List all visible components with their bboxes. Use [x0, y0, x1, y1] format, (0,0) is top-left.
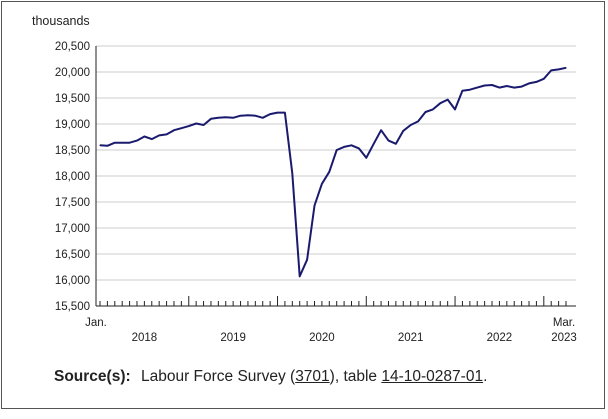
- x-start-label: Jan.: [85, 317, 107, 329]
- data-point: [461, 90, 464, 92]
- data-point: [291, 172, 293, 174]
- y-tick-label: 17,500: [55, 197, 90, 209]
- series-line: [99, 66, 567, 278]
- data-point: [417, 120, 419, 122]
- data-point: [424, 111, 427, 113]
- y-tick-label: 19,500: [55, 93, 90, 105]
- data-point: [373, 143, 375, 145]
- x-year-label: 2019: [220, 332, 246, 344]
- source-text-3: .: [483, 368, 488, 385]
- data-point: [165, 133, 168, 135]
- y-tick-label: 19,000: [55, 119, 90, 131]
- x-year-label: 2022: [487, 332, 513, 344]
- employment-line-chart: thousands 20,500 20,000 19,500 19,000 18,500…: [32, 14, 577, 344]
- data-point: [484, 84, 486, 87]
- data-point: [195, 122, 197, 125]
- data-point: [506, 85, 508, 87]
- data-point: [276, 111, 279, 114]
- data-point: [143, 135, 145, 138]
- data-point: [106, 145, 108, 147]
- data-point: [469, 89, 471, 91]
- y-tick-label: 15,500: [55, 301, 90, 313]
- data-point: [210, 118, 212, 120]
- data-point: [299, 275, 301, 277]
- y-tick-label: 20,500: [55, 41, 90, 53]
- data-point: [328, 171, 330, 173]
- data-point: [239, 115, 242, 117]
- data-point: [128, 142, 131, 144]
- y-tick-label: 20,000: [55, 67, 90, 79]
- data-point: [387, 140, 390, 142]
- data-point: [269, 113, 271, 115]
- data-point: [476, 87, 478, 89]
- x-year-label: 2020: [309, 332, 335, 344]
- data-point: [439, 102, 441, 104]
- data-point: [188, 125, 190, 127]
- data-point: [336, 149, 338, 151]
- x-end-label: Mar.: [553, 317, 575, 329]
- y-tick-label: 18,000: [55, 171, 90, 183]
- data-point: [313, 205, 316, 207]
- data-point: [262, 117, 264, 119]
- data-point: [121, 142, 123, 144]
- data-point: [358, 147, 360, 150]
- data-point: [343, 146, 345, 148]
- y-tick-label: 18,500: [55, 145, 90, 157]
- data-point: [395, 143, 397, 145]
- data-point: [254, 115, 256, 117]
- data-point: [202, 124, 205, 126]
- unit-label: thousands: [32, 14, 90, 28]
- x-end-year-label: 2023: [551, 332, 577, 344]
- data-point: [498, 87, 501, 89]
- x-year-label: 2021: [398, 332, 424, 344]
- y-tick-label: 17,000: [55, 223, 90, 235]
- data-point: [114, 142, 116, 144]
- data-point: [158, 134, 160, 137]
- source-note: Source(s): Labour Force Survey (3701), t…: [54, 368, 487, 386]
- data-point: [306, 259, 308, 261]
- source-label: Source(s):: [54, 368, 131, 385]
- data-point: [284, 111, 286, 114]
- data-point: [528, 82, 530, 85]
- data-point: [491, 84, 493, 86]
- data-point: [402, 130, 404, 132]
- table-number-link[interactable]: 14-10-0287-01: [381, 368, 484, 385]
- survey-number-link[interactable]: 3701: [295, 368, 330, 385]
- data-point: [550, 69, 552, 72]
- data-point: [365, 157, 367, 159]
- data-point: [558, 68, 560, 70]
- data-point: [543, 78, 545, 80]
- y-tick-label: 16,500: [55, 249, 90, 261]
- data-point: [225, 116, 227, 118]
- source-text-2: ), table: [329, 368, 382, 385]
- data-point: [513, 87, 515, 89]
- data-point: [565, 67, 567, 69]
- data-point: [447, 98, 449, 101]
- data-point: [521, 85, 523, 88]
- data-point: [180, 127, 182, 129]
- data-point: [321, 183, 323, 185]
- data-point: [136, 140, 138, 142]
- data-point: [232, 117, 234, 119]
- data-point: [217, 117, 219, 119]
- chart-panel: [1, 1, 605, 409]
- x-year-label: 2018: [132, 332, 158, 344]
- data-point: [380, 129, 382, 131]
- data-point: [247, 114, 249, 116]
- y-tick-label: 16,000: [55, 275, 90, 287]
- data-point: [350, 144, 353, 146]
- data-point: [151, 138, 153, 140]
- data-point: [535, 81, 538, 83]
- data-point: [173, 129, 175, 131]
- source-text-1: Labour Force Survey (: [140, 368, 296, 385]
- data-point: [99, 144, 101, 146]
- data-point: [432, 108, 434, 111]
- data-point: [410, 124, 412, 126]
- data-point: [454, 108, 456, 111]
